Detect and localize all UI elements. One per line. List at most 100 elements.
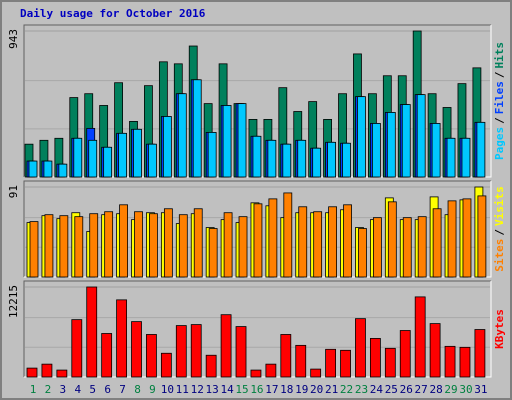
bar — [298, 206, 308, 278]
bar — [146, 334, 157, 378]
bar — [429, 323, 441, 378]
bar — [29, 221, 39, 278]
bar — [193, 208, 203, 278]
bar — [447, 200, 457, 278]
bar — [414, 296, 426, 378]
legend-entry: Sites — [493, 239, 506, 272]
legend-entry: Visits — [493, 186, 506, 226]
x-tick-label: 9 — [149, 383, 156, 396]
bar — [238, 216, 248, 278]
bar — [235, 326, 247, 378]
bar — [73, 137, 83, 178]
x-tick-label: 1 — [30, 383, 37, 396]
bar — [310, 368, 322, 378]
bar — [402, 217, 412, 278]
bar — [148, 143, 157, 178]
bar — [355, 318, 366, 378]
legend-entry: Hits — [493, 42, 506, 69]
bar — [476, 121, 486, 178]
x-tick-label: 17 — [265, 383, 278, 396]
x-tick-label: 11 — [176, 383, 189, 396]
bar — [26, 367, 38, 378]
x-tick-label: 16 — [250, 383, 263, 396]
bar — [357, 96, 366, 178]
bar — [313, 211, 323, 278]
x-tick-label: 6 — [104, 383, 111, 396]
bar — [149, 213, 158, 278]
bar — [205, 354, 217, 378]
bar — [71, 319, 83, 378]
bar — [431, 123, 441, 178]
x-tick-label: 19 — [295, 383, 308, 396]
bar — [207, 132, 217, 178]
x-tick-label: 12 — [191, 383, 204, 396]
bar — [342, 142, 351, 178]
bar — [222, 105, 232, 178]
bar — [88, 139, 98, 178]
legend-separator: / — [493, 117, 506, 124]
bar — [59, 215, 69, 278]
bar — [134, 211, 143, 278]
bar — [369, 338, 381, 378]
bar — [280, 334, 292, 378]
bar — [371, 123, 381, 178]
legend: Sites / Visits — [493, 186, 506, 272]
bar — [446, 137, 456, 178]
x-tick-label: 4 — [74, 383, 81, 396]
bar — [265, 363, 277, 378]
bar — [474, 329, 486, 378]
legend-entry: Files — [493, 81, 506, 114]
bar — [220, 314, 232, 378]
legend-separator: / — [493, 71, 506, 78]
bar — [340, 349, 351, 378]
x-tick-label: 26 — [400, 383, 413, 396]
bar — [43, 160, 53, 178]
bar — [282, 143, 292, 178]
bar — [116, 299, 127, 378]
bar — [358, 228, 367, 278]
y-tick-label: 91 — [7, 185, 20, 198]
bar — [74, 216, 84, 278]
x-tick-label: 5 — [89, 383, 96, 396]
bar — [387, 201, 397, 278]
x-tick-label: 15 — [235, 383, 248, 396]
bar — [133, 128, 142, 178]
bar — [416, 94, 426, 178]
bar — [192, 79, 202, 178]
x-tick-label: 14 — [220, 383, 234, 396]
bar — [28, 160, 38, 178]
x-tick-label: 27 — [415, 383, 428, 396]
bar — [175, 325, 187, 378]
x-tick-label: 24 — [370, 383, 384, 396]
bar — [432, 208, 442, 278]
panel-shadow — [23, 280, 491, 377]
x-tick-label: 20 — [310, 383, 323, 396]
bar — [461, 137, 471, 178]
bar — [417, 216, 427, 278]
bar — [104, 211, 114, 278]
legend: KBytes — [493, 309, 506, 349]
bar — [163, 208, 173, 278]
y-tick-label: 12215 — [7, 285, 20, 318]
bar — [190, 324, 202, 378]
bar — [459, 346, 471, 378]
x-tick-label: 3 — [60, 383, 67, 396]
bar — [237, 103, 247, 178]
bar — [44, 214, 54, 278]
x-tick-label: 10 — [161, 383, 174, 396]
x-tick-label: 2 — [45, 383, 52, 396]
panel-shadow — [23, 24, 491, 177]
bar — [477, 195, 487, 278]
legend-separator: / — [493, 229, 506, 236]
bar — [178, 214, 188, 278]
legend-entry: KBytes — [493, 309, 506, 349]
bar — [295, 344, 307, 378]
chart-title: Daily usage for October 2016 — [20, 7, 206, 20]
x-tick-label: 7 — [119, 383, 126, 396]
bar — [444, 345, 456, 378]
bar — [386, 112, 396, 178]
x-tick-label: 13 — [206, 383, 219, 396]
bar — [401, 104, 411, 178]
